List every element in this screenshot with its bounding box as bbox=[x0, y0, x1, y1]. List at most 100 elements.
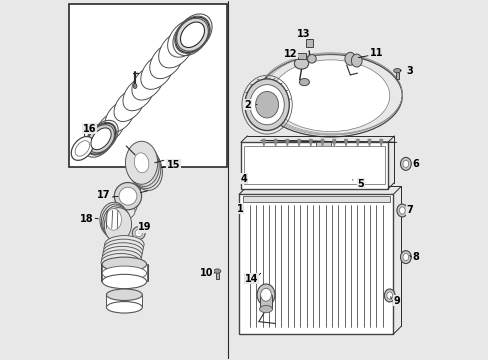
Ellipse shape bbox=[135, 229, 142, 237]
Ellipse shape bbox=[126, 143, 159, 186]
Ellipse shape bbox=[180, 22, 204, 48]
Text: 19: 19 bbox=[138, 222, 151, 232]
Ellipse shape bbox=[105, 101, 134, 132]
Bar bbox=[106, 295, 142, 307]
Ellipse shape bbox=[129, 148, 162, 190]
Ellipse shape bbox=[106, 302, 142, 313]
Bar bbox=[215, 272, 218, 279]
Ellipse shape bbox=[255, 91, 278, 118]
Bar bbox=[297, 53, 305, 59]
Ellipse shape bbox=[102, 250, 141, 268]
Ellipse shape bbox=[257, 284, 274, 306]
Bar bbox=[316, 142, 330, 151]
Ellipse shape bbox=[249, 85, 284, 125]
Text: 1: 1 bbox=[236, 204, 243, 214]
Ellipse shape bbox=[167, 19, 203, 57]
Polygon shape bbox=[274, 139, 277, 146]
Polygon shape bbox=[285, 139, 288, 146]
Ellipse shape bbox=[101, 253, 140, 271]
Text: 13: 13 bbox=[296, 29, 310, 39]
Ellipse shape bbox=[307, 54, 316, 63]
Ellipse shape bbox=[100, 202, 127, 237]
Ellipse shape bbox=[114, 89, 144, 121]
Text: 5: 5 bbox=[357, 179, 364, 189]
Ellipse shape bbox=[399, 207, 405, 214]
Ellipse shape bbox=[119, 187, 137, 205]
Ellipse shape bbox=[122, 77, 154, 111]
Bar bbox=[259, 295, 272, 309]
Ellipse shape bbox=[117, 195, 139, 211]
Ellipse shape bbox=[102, 206, 130, 240]
Polygon shape bbox=[356, 139, 359, 146]
Bar bbox=[244, 146, 384, 184]
Text: 9: 9 bbox=[393, 296, 400, 306]
Polygon shape bbox=[332, 139, 335, 146]
Ellipse shape bbox=[132, 226, 145, 239]
Ellipse shape bbox=[133, 84, 137, 89]
Ellipse shape bbox=[87, 124, 115, 154]
Ellipse shape bbox=[244, 79, 289, 131]
Text: 12: 12 bbox=[284, 49, 297, 59]
Ellipse shape bbox=[102, 246, 142, 264]
Ellipse shape bbox=[393, 68, 400, 73]
Ellipse shape bbox=[104, 235, 144, 253]
Ellipse shape bbox=[102, 274, 146, 289]
Polygon shape bbox=[321, 139, 324, 146]
Text: 10: 10 bbox=[200, 268, 213, 278]
Ellipse shape bbox=[271, 60, 389, 132]
Text: 18: 18 bbox=[80, 215, 93, 224]
Ellipse shape bbox=[86, 123, 115, 154]
Ellipse shape bbox=[149, 43, 183, 78]
Text: 3: 3 bbox=[405, 66, 412, 76]
Polygon shape bbox=[379, 139, 382, 146]
Ellipse shape bbox=[344, 52, 355, 65]
Ellipse shape bbox=[104, 208, 131, 242]
Ellipse shape bbox=[260, 288, 271, 301]
Bar bbox=[242, 196, 389, 202]
Ellipse shape bbox=[386, 292, 392, 299]
Polygon shape bbox=[262, 139, 265, 146]
Ellipse shape bbox=[75, 141, 89, 156]
Ellipse shape bbox=[102, 266, 146, 280]
Ellipse shape bbox=[351, 54, 362, 67]
Text: 2: 2 bbox=[244, 100, 251, 110]
Ellipse shape bbox=[396, 204, 407, 217]
Ellipse shape bbox=[132, 66, 163, 100]
Bar bbox=[305, 40, 312, 47]
Ellipse shape bbox=[402, 253, 408, 261]
Bar bbox=[395, 72, 398, 78]
Text: 7: 7 bbox=[406, 206, 413, 216]
Ellipse shape bbox=[104, 239, 143, 257]
Polygon shape bbox=[367, 139, 370, 146]
Text: 15: 15 bbox=[166, 159, 180, 170]
Ellipse shape bbox=[96, 112, 124, 143]
Text: 16: 16 bbox=[82, 124, 96, 134]
Ellipse shape bbox=[213, 269, 221, 273]
Ellipse shape bbox=[294, 58, 308, 69]
Bar bbox=[239, 194, 392, 334]
Ellipse shape bbox=[384, 289, 394, 302]
Bar bbox=[102, 264, 146, 282]
Ellipse shape bbox=[115, 200, 137, 216]
Ellipse shape bbox=[134, 153, 148, 173]
Ellipse shape bbox=[258, 54, 402, 137]
Text: 6: 6 bbox=[411, 159, 418, 169]
Ellipse shape bbox=[114, 183, 142, 210]
Ellipse shape bbox=[105, 209, 121, 230]
Polygon shape bbox=[344, 139, 347, 146]
Ellipse shape bbox=[299, 78, 309, 86]
Ellipse shape bbox=[102, 257, 146, 271]
Ellipse shape bbox=[175, 17, 209, 53]
Ellipse shape bbox=[402, 160, 408, 167]
Text: 8: 8 bbox=[411, 252, 418, 262]
Ellipse shape bbox=[159, 31, 193, 68]
Ellipse shape bbox=[101, 204, 128, 238]
Ellipse shape bbox=[125, 141, 158, 184]
Ellipse shape bbox=[103, 243, 142, 261]
Ellipse shape bbox=[400, 251, 410, 264]
Bar bbox=[69, 4, 226, 167]
Text: 11: 11 bbox=[369, 48, 383, 58]
Ellipse shape bbox=[141, 54, 173, 89]
Ellipse shape bbox=[71, 136, 93, 160]
Ellipse shape bbox=[128, 146, 161, 189]
